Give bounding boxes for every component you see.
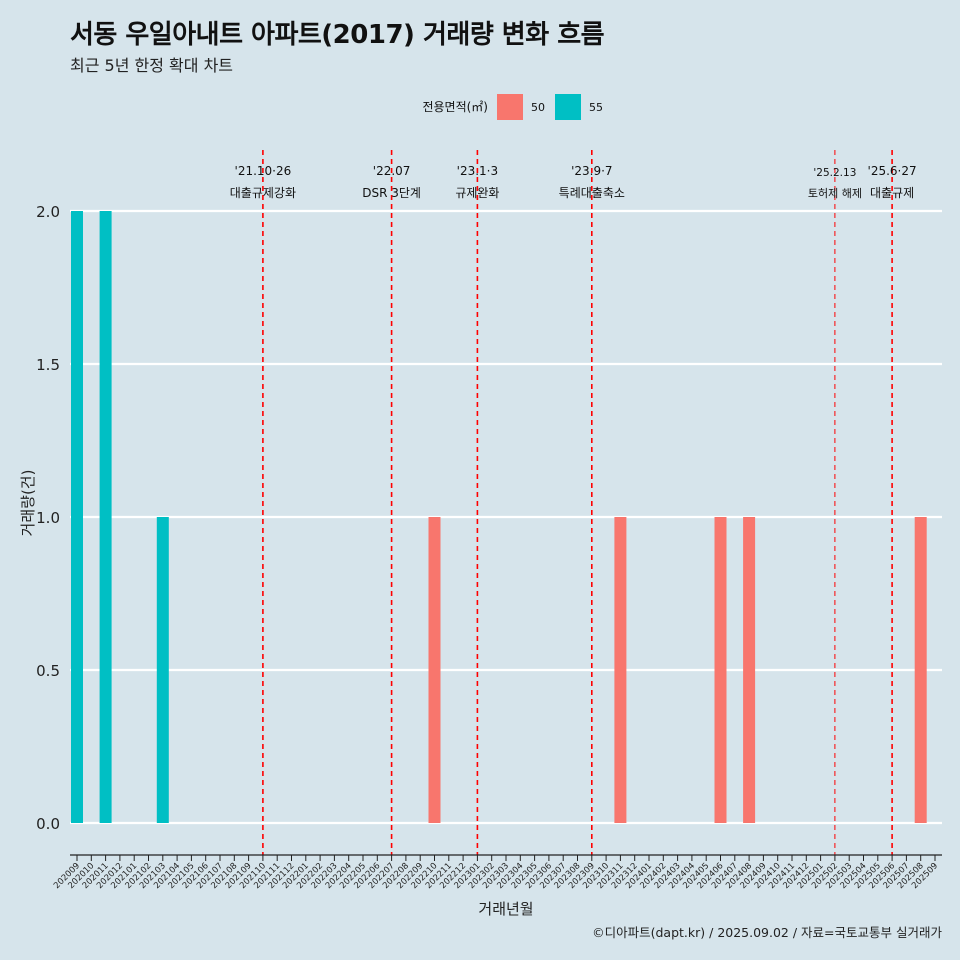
chart-subtitle: 최근 5년 한정 확대 차트 [70,56,234,75]
legend-label-50: 50 [531,101,545,114]
legend: 전용면적(㎡) 50 55 [422,94,603,120]
annotation-date: '25.6·27 [868,164,917,178]
x-ticks [76,855,936,861]
gridlines [70,209,942,825]
bars [71,211,927,823]
annotation-date: '22.07 [373,164,411,178]
annotation-label: 규제완화 [455,186,499,200]
annotation-label: 대출규제강화 [230,186,296,200]
legend-label-55: 55 [589,101,603,114]
annotation-label: DSR 3단계 [362,186,421,200]
bar-50-202408 [743,517,756,823]
x-tick-labels: 2020092020102020112020122021012021022021… [52,861,940,891]
y-tick-label: 2.0 [36,203,60,221]
bar-50-202311 [614,517,627,823]
bar-55-202011 [99,211,112,823]
bar-50-202210 [428,517,441,823]
x-axis-title: 거래년월 [478,900,533,918]
legend-swatch-55 [555,94,581,120]
y-axis-title: 거래량(건) [19,470,37,537]
annotation-label: 토허제 해제 [808,186,862,200]
chart-title: 서동 우일아내트 아파트(2017) 거래량 변화 흐름 [70,20,605,50]
y-tick-labels: 0.0 0.5 1.0 1.5 2.0 [36,203,60,833]
y-tick-label: 1.0 [36,509,60,527]
bar-50-202508 [914,517,927,823]
legend-title: 전용면적(㎡) [422,100,488,114]
legend-swatch-50 [497,94,523,120]
annotation-label: 특례대출축소 [559,186,625,200]
annotation-lines [262,150,893,855]
annotation-date: '25.2.13 [813,167,856,179]
annotation-date: '21.10·26 [235,164,292,178]
annotation-label: 대출규제 [870,186,914,200]
bar-55-202009 [71,211,83,823]
y-tick-label: 1.5 [36,356,60,374]
y-tick-label: 0.0 [36,815,60,833]
annotation-date: '23.1·3 [457,164,498,178]
caption: ©디아파트(dapt.kr) / 2025.09.02 / 자료=국토교통부 실… [592,925,942,940]
annotation-texts: '21.10·26 대출규제강화 '22.07 DSR 3단계 '23.1·3 규제완화 '… [230,164,917,200]
annotation-date: '23.9·7 [571,164,612,178]
bar-50-202406 [714,517,727,823]
y-tick-label: 0.5 [36,662,60,680]
bar-55-202103 [156,517,169,823]
